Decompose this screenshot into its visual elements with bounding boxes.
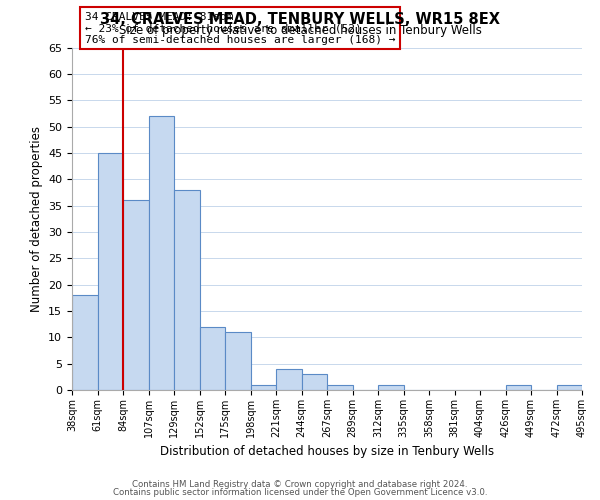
Text: Contains public sector information licensed under the Open Government Licence v3: Contains public sector information licen… bbox=[113, 488, 487, 497]
Bar bbox=[505, 384, 531, 390]
Bar bbox=[378, 384, 404, 390]
Text: 34 CRALVES MEAD: 81sqm
← 23% of detached houses are smaller (52)
76% of semi-det: 34 CRALVES MEAD: 81sqm ← 23% of detached… bbox=[85, 12, 395, 45]
Text: Contains HM Land Registry data © Crown copyright and database right 2024.: Contains HM Land Registry data © Crown c… bbox=[132, 480, 468, 489]
Bar bbox=[302, 374, 327, 390]
Text: Size of property relative to detached houses in Tenbury Wells: Size of property relative to detached ho… bbox=[119, 24, 481, 37]
Y-axis label: Number of detached properties: Number of detached properties bbox=[29, 126, 43, 312]
Bar bbox=[97, 153, 123, 390]
Bar bbox=[199, 327, 225, 390]
Bar bbox=[123, 200, 149, 390]
Bar bbox=[276, 369, 302, 390]
Bar bbox=[251, 384, 276, 390]
Bar bbox=[72, 295, 97, 390]
Bar bbox=[557, 384, 582, 390]
Bar bbox=[174, 190, 199, 390]
X-axis label: Distribution of detached houses by size in Tenbury Wells: Distribution of detached houses by size … bbox=[160, 446, 494, 458]
Bar bbox=[225, 332, 251, 390]
Bar bbox=[327, 384, 353, 390]
Bar bbox=[149, 116, 174, 390]
Text: 34, CRALVES MEAD, TENBURY WELLS, WR15 8EX: 34, CRALVES MEAD, TENBURY WELLS, WR15 8E… bbox=[100, 12, 500, 28]
